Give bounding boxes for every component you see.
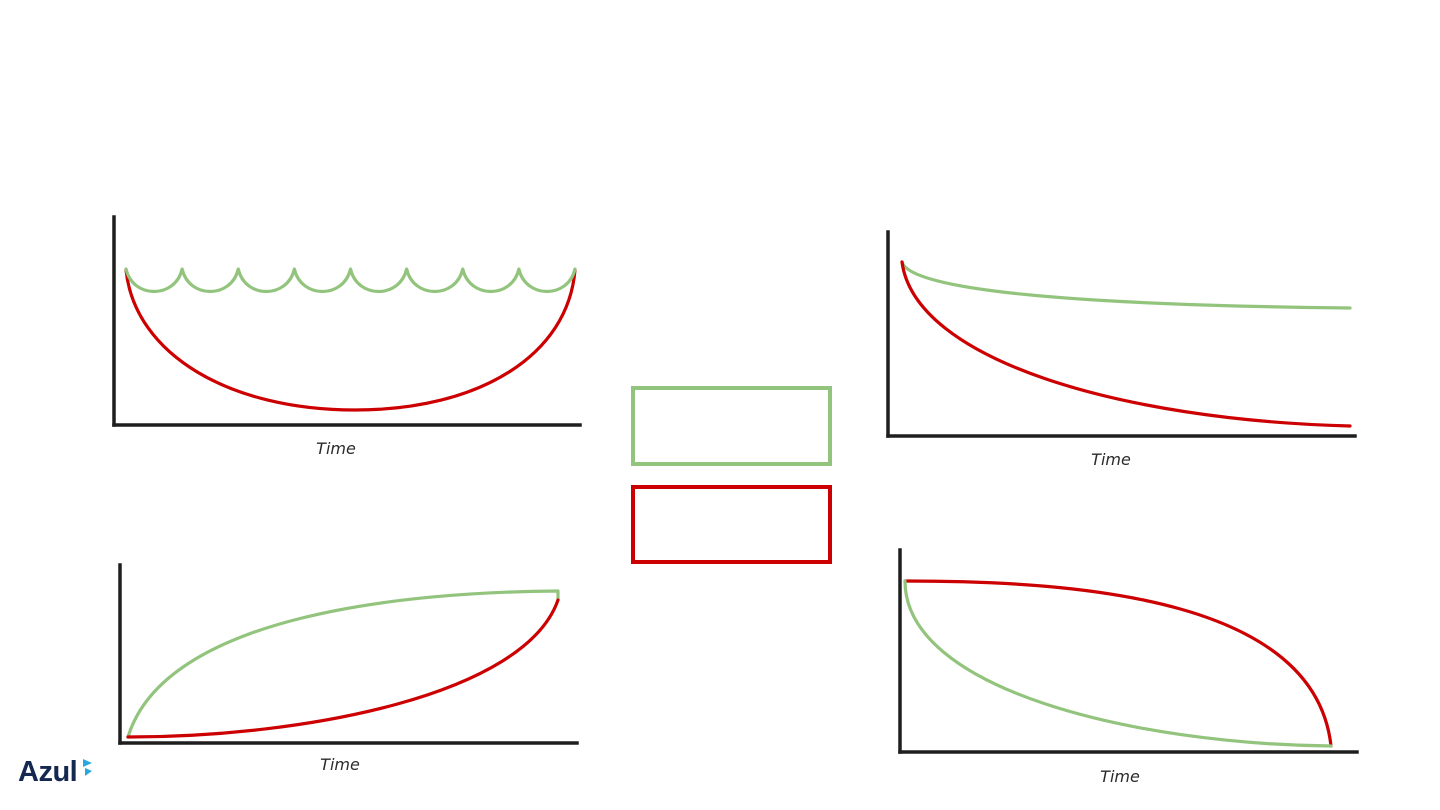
chart-bottom-left: Time [118,563,579,774]
series-green-curve [903,579,1333,748]
legend-box-green [631,386,832,466]
azul-logo: Azul [18,752,93,792]
series-green-curve [126,589,560,739]
chart-top-right: Time [886,230,1357,469]
x-axis-label: Time [316,439,356,458]
logo-mark-icon [83,759,93,776]
series-red-curve [124,268,577,412]
series-red-curve [903,579,1333,748]
x-axis-label: Time [1091,450,1131,469]
chart-bottom-right: Time [898,548,1359,786]
series-red-curve [126,598,560,739]
chart-top-left: Time [112,215,582,458]
x-axis-label: Time [1100,767,1140,786]
series-green-curve [900,260,1352,310]
legend-box-red [631,485,832,564]
logo-text: Azul [18,755,78,788]
series-green-curve [124,267,577,293]
series-red-curve [900,260,1352,428]
x-axis-label: Time [320,755,360,774]
